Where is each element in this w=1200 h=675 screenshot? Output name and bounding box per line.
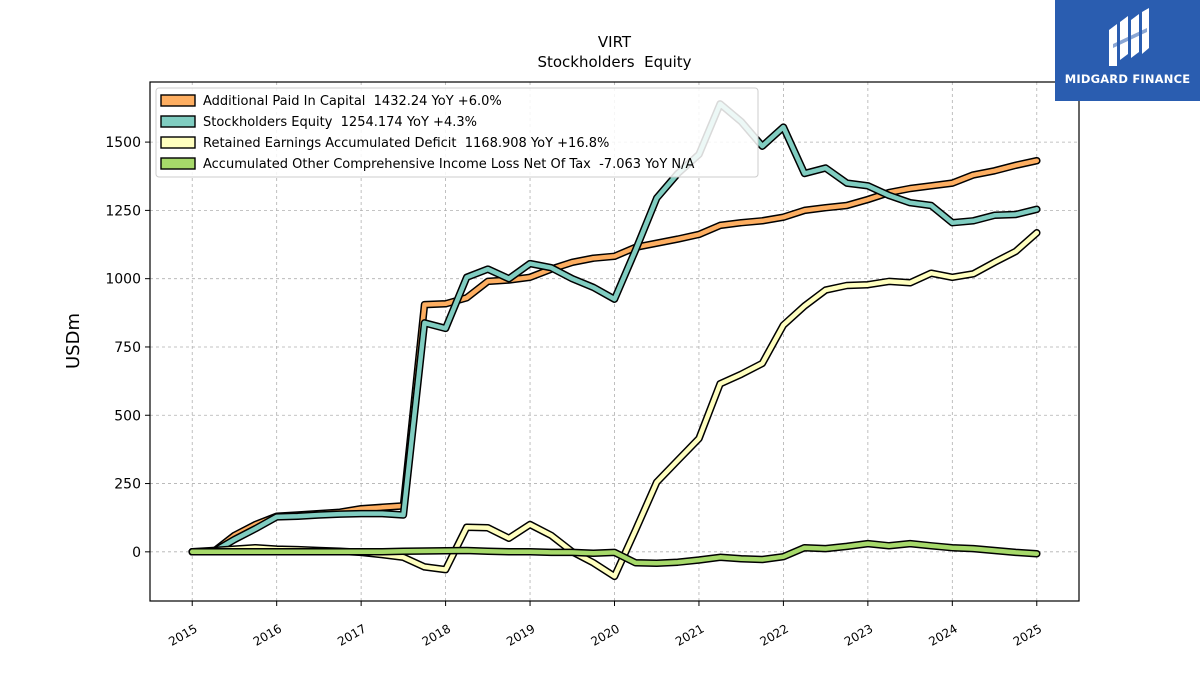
- legend-label: Stockholders Equity 1254.174 YoY +4.3%: [203, 115, 477, 130]
- y-tick-label: 1000: [105, 272, 141, 288]
- x-tick-label: 2018: [420, 621, 453, 648]
- y-axis-label: USDm: [63, 313, 84, 369]
- y-tick-label: 750: [114, 340, 141, 356]
- legend-label: Retained Earnings Accumulated Deficit 11…: [203, 136, 609, 151]
- y-tick-label: 250: [114, 477, 141, 493]
- x-tick-label: 2019: [504, 621, 537, 648]
- chart-title: VIRT: [598, 33, 632, 51]
- x-tick-label: 2022: [757, 621, 790, 648]
- y-tick-label: 1250: [105, 203, 141, 219]
- x-tick-label: 2015: [166, 621, 199, 648]
- series-line: [189, 230, 1040, 579]
- y-tick-label: 0: [132, 545, 141, 561]
- x-tick-label: 2016: [251, 621, 284, 648]
- series-lines: [188, 100, 1041, 581]
- legend-swatch: [160, 115, 196, 128]
- grid-lines: [150, 82, 1079, 601]
- x-tick-label: 2025: [1011, 621, 1044, 648]
- brand-logo: MIDGARD FINANCE: [1055, 0, 1200, 101]
- series-line: [189, 541, 1040, 566]
- legend-swatch: [160, 157, 196, 170]
- legend-swatch: [160, 94, 196, 107]
- x-tick-label: 2024: [926, 621, 959, 648]
- series-line: [189, 158, 1040, 555]
- x-tick-label: 2017: [335, 621, 368, 648]
- series-line-outline: [188, 156, 1041, 556]
- chart-subtitle: Stockholders Equity: [537, 53, 691, 71]
- brand-name: MIDGARD FINANCE: [1064, 72, 1191, 86]
- legend-swatch: [160, 136, 196, 149]
- x-tick-label: 2021: [673, 621, 706, 648]
- y-tick-label: 500: [114, 408, 141, 424]
- legend-box: [155, 87, 759, 178]
- x-tick-label: 2023: [842, 621, 875, 648]
- y-tick-label: 1500: [105, 135, 141, 151]
- legend-label: Accumulated Other Comprehensive Income L…: [203, 157, 694, 172]
- legend-label: Additional Paid In Capital 1432.24 YoY +…: [203, 94, 502, 109]
- y-axis: 0 250 500 750 1000 1250 1500: [105, 135, 150, 561]
- x-tick-label: 2020: [589, 621, 622, 648]
- legend: Additional Paid In Capital 1432.24 YoY +…: [155, 87, 759, 178]
- x-axis: 2015 2016 2017 2018 2019 2020 2021 2022 2023 2024…: [166, 601, 1044, 649]
- brand-mark-icon: [1108, 8, 1149, 66]
- series-line: [189, 101, 1040, 555]
